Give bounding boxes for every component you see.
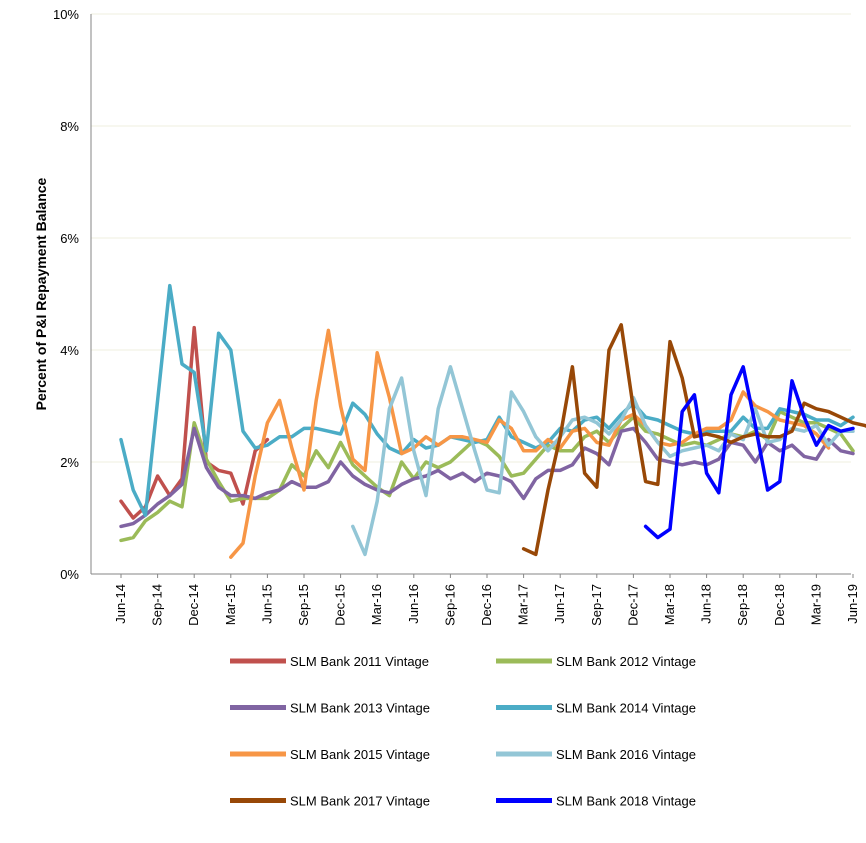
x-tick-label: Sep-18 (735, 584, 750, 626)
y-tick-label: 8% (60, 119, 79, 134)
y-tick-label: 4% (60, 343, 79, 358)
x-tick-label: Mar-16 (369, 584, 384, 625)
gridlines (91, 13, 851, 463)
legend-label: SLM Bank 2016 Vintage (556, 747, 696, 762)
x-tick-label: Dec-15 (333, 584, 348, 626)
x-tick-label: Jun-17 (552, 584, 567, 624)
series-line-4 (119, 283, 855, 517)
x-tick-label: Mar-18 (662, 584, 677, 625)
legend-label: SLM Bank 2017 Vintage (290, 794, 430, 809)
legend-label: SLM Bank 2015 Vintage (290, 747, 430, 762)
series-line-8 (643, 365, 855, 540)
y-tick-label: 2% (60, 455, 79, 470)
y-tick-label: 6% (60, 231, 79, 246)
x-tick-label: Dec-18 (772, 584, 787, 626)
legend-label: SLM Bank 2013 Vintage (290, 701, 430, 716)
x-tick-label: Mar-15 (223, 584, 238, 625)
x-tick-label: Jun-15 (259, 584, 274, 624)
x-tick-label: Sep-15 (296, 584, 311, 626)
legend-label: SLM Bank 2018 Vintage (556, 794, 696, 809)
x-tick-label: Sep-17 (589, 584, 604, 626)
x-tick-label: Jun-19 (845, 584, 860, 624)
x-tick-labels: Jun-14 Sep-14 Dec-14 Mar-15 Jun-15 Sep-15 Dec-… (113, 574, 860, 626)
y-tick-label: 10% (53, 7, 79, 22)
x-tick-label: Jun-14 (113, 584, 128, 624)
x-tick-label: Jun-16 (406, 584, 421, 624)
x-tick-label: Mar-19 (808, 584, 823, 625)
x-tick-label: Sep-16 (442, 584, 457, 626)
x-tick-label: Jun-18 (699, 584, 714, 624)
legend-label: SLM Bank 2011 Vintage (290, 654, 429, 669)
x-tick-label: Sep-14 (150, 584, 165, 626)
y-tick-label: 0% (60, 567, 79, 582)
x-tick-label: Mar-17 (516, 584, 531, 625)
y-axis-label: Percent of P&I Repayment Balance (33, 177, 49, 410)
series-lines (119, 283, 866, 559)
legend-label: SLM Bank 2012 Vintage (556, 654, 696, 669)
legend-label: SLM Bank 2014 Vintage (556, 701, 696, 716)
x-tick-label: Dec-14 (186, 584, 201, 626)
x-tick-label: Dec-17 (625, 584, 640, 626)
x-tick-label: Dec-16 (479, 584, 494, 626)
legend: SLM Bank 2011 Vintage SLM Bank 2012 Vinta… (230, 654, 696, 809)
y-tick-labels: 0% 2% 4% 6% 8% 10% (53, 7, 79, 582)
series-line-7 (521, 323, 866, 557)
